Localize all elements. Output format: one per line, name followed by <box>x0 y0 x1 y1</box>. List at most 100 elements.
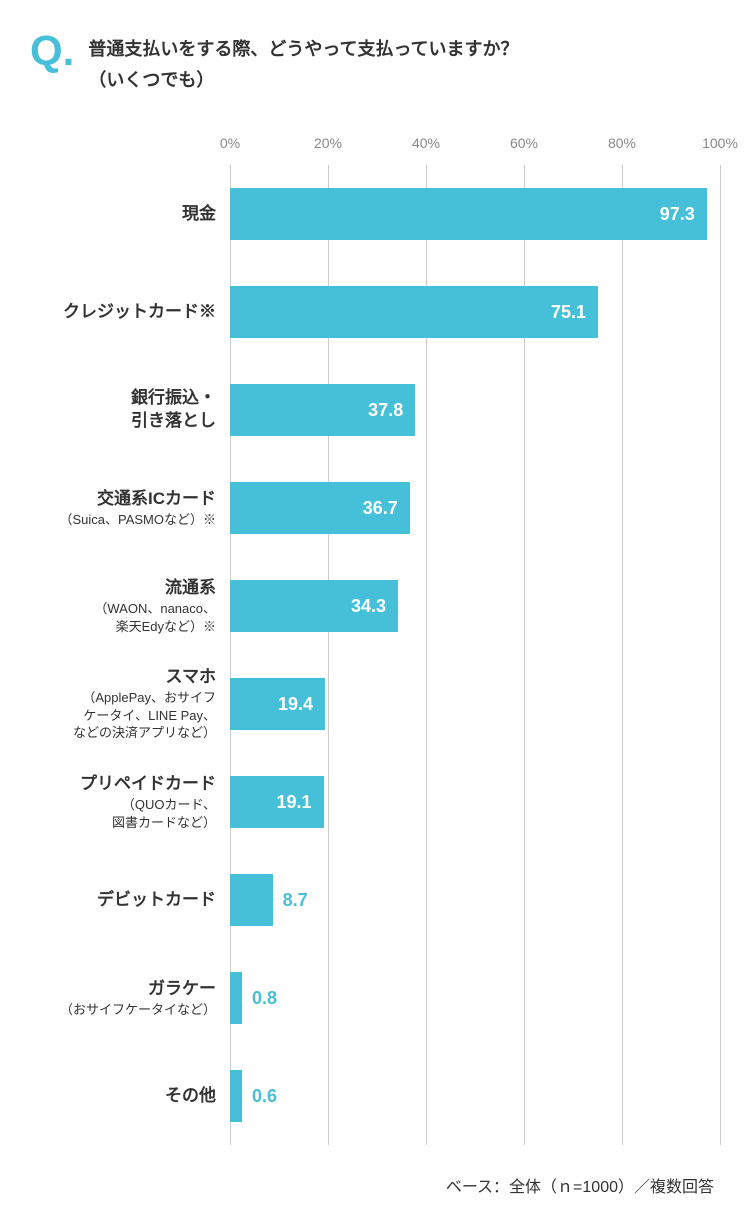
gridline <box>328 655 329 753</box>
bar-label: 流通系（WAON、nanaco、楽天Edyなど）※ <box>30 577 230 635</box>
gridline <box>524 753 525 851</box>
bar-label: 交通系ICカード（Suica、PASMOなど）※ <box>30 488 230 528</box>
bar: 19.1 <box>230 776 324 828</box>
bar-label-main: 銀行振込・引き落とし <box>30 387 216 433</box>
bar: 0.8 <box>230 972 242 1024</box>
gridline <box>720 1047 721 1145</box>
bar-value: 37.8 <box>368 400 403 421</box>
question-title: 普通支払いをする際、どうやって支払っていますか？ （いくつでも） <box>88 30 518 95</box>
bar-row: 流通系（WAON、nanaco、楽天Edyなど）※ 34.3 <box>30 557 720 655</box>
bar-value: 97.3 <box>660 204 695 225</box>
bar-row: 銀行振込・引き落とし 37.8 <box>30 361 720 459</box>
bar-label: プリペイドカード（QUOカード、図書カードなど） <box>30 773 230 831</box>
bar-cell: 75.1 <box>230 263 720 361</box>
bar-cell: 8.7 <box>230 851 720 949</box>
bar-label: ガラケー（おサイフケータイなど） <box>30 978 230 1018</box>
gridline <box>720 753 721 851</box>
gridline <box>622 263 623 361</box>
gridline <box>720 949 721 1047</box>
chart-footer-note: ベース：全体（ｎ=1000）／複数回答 <box>30 1173 720 1197</box>
gridline <box>622 655 623 753</box>
axis-tick-label: 60% <box>510 135 538 151</box>
gridline <box>720 165 721 263</box>
axis-tick-label: 20% <box>314 135 342 151</box>
bar-label: その他 <box>30 1085 230 1108</box>
bar-label-main: 流通系 <box>30 577 216 600</box>
bar-label-main: ガラケー <box>30 978 216 1001</box>
bar-value: 75.1 <box>551 302 586 323</box>
bar-label-sub: （Suica、PASMOなど）※ <box>30 511 216 529</box>
bar-row: ガラケー（おサイフケータイなど）0.8 <box>30 949 720 1047</box>
bar-cell: 19.1 <box>230 753 720 851</box>
gridline <box>720 263 721 361</box>
gridline <box>426 753 427 851</box>
gridline <box>622 459 623 557</box>
bar-value: 0.8 <box>252 988 277 1009</box>
gridline <box>426 851 427 949</box>
bar-label-sub: （ApplePay、おサイフケータイ、LINE Pay、などの決済アプリなど） <box>30 689 216 742</box>
gridline <box>426 361 427 459</box>
bar-rows: 現金 97.3 クレジットカード※75.1 銀行振込・引き落とし 37.8 交通系ICカー… <box>30 165 720 1145</box>
bar: 97.3 <box>230 188 707 240</box>
bar-label: デビットカード <box>30 889 230 912</box>
bar-label: 銀行振込・引き落とし <box>30 387 230 433</box>
gridline <box>524 655 525 753</box>
axis-tick-label: 40% <box>412 135 440 151</box>
bar-value: 19.1 <box>277 792 312 813</box>
gridline <box>426 557 427 655</box>
bar-cell: 0.6 <box>230 1047 720 1145</box>
title-line-1: 普通支払いをする際、どうやって支払っていますか？ <box>88 39 518 59</box>
gridline <box>720 459 721 557</box>
bar-value: 0.6 <box>252 1086 277 1107</box>
bar-value: 34.3 <box>351 596 386 617</box>
gridline <box>720 557 721 655</box>
bar-row: スマホ（ApplePay、おサイフケータイ、LINE Pay、などの決済アプリな… <box>30 655 720 753</box>
bar-cell: 37.8 <box>230 361 720 459</box>
bar-label-main: その他 <box>30 1085 216 1108</box>
bar-label-main: スマホ <box>30 666 216 689</box>
bar-label-main: デビットカード <box>30 889 216 912</box>
gridline <box>328 949 329 1047</box>
gridline <box>524 949 525 1047</box>
gridline <box>622 851 623 949</box>
bar-row: クレジットカード※75.1 <box>30 263 720 361</box>
gridline <box>622 949 623 1047</box>
gridline <box>720 361 721 459</box>
axis-tick-label: 100% <box>702 135 738 151</box>
gridline <box>622 1047 623 1145</box>
chart-container: Q. 普通支払いをする際、どうやって支払っていますか？ （いくつでも） 0%20… <box>0 0 750 1227</box>
gridline <box>426 459 427 557</box>
bar-value: 8.7 <box>283 890 308 911</box>
bar-row: プリペイドカード（QUOカード、図書カードなど） 19.1 <box>30 753 720 851</box>
bar-label: スマホ（ApplePay、おサイフケータイ、LINE Pay、などの決済アプリな… <box>30 666 230 742</box>
bar-label-sub: （おサイフケータイなど） <box>30 1001 216 1019</box>
bar: 8.7 <box>230 874 273 926</box>
bar-row: 現金 97.3 <box>30 165 720 263</box>
bar: 75.1 <box>230 286 598 338</box>
gridline <box>524 459 525 557</box>
bar: 36.7 <box>230 482 410 534</box>
bar-label-main: プリペイドカード <box>30 773 216 796</box>
bar-cell: 97.3 <box>230 165 720 263</box>
gridline <box>622 753 623 851</box>
title-line-2: （いくつでも） <box>88 70 214 90</box>
bar-cell: 19.4 <box>230 655 720 753</box>
bar-value: 19.4 <box>278 694 313 715</box>
bar: 37.8 <box>230 384 415 436</box>
bar-label-main: 交通系ICカード <box>30 488 216 511</box>
axis-tick-label: 80% <box>608 135 636 151</box>
gridline <box>524 1047 525 1145</box>
bar-label-sub: （WAON、nanaco、楽天Edyなど）※ <box>30 600 216 635</box>
gridline <box>622 361 623 459</box>
bar-row: デビットカード 8.7 <box>30 851 720 949</box>
bar-label-main: 現金 <box>30 203 216 226</box>
x-axis: 0%20%40%60%80%100% <box>30 135 720 155</box>
bar-row: その他 0.6 <box>30 1047 720 1145</box>
gridline <box>426 949 427 1047</box>
bar-label-sub: （QUOカード、図書カードなど） <box>30 796 216 831</box>
gridline <box>426 655 427 753</box>
bar-value: 36.7 <box>363 498 398 519</box>
gridline <box>328 753 329 851</box>
chart-area: 0%20%40%60%80%100% 現金97.3クレジットカード※75.1銀行… <box>30 135 720 1145</box>
gridline <box>622 557 623 655</box>
